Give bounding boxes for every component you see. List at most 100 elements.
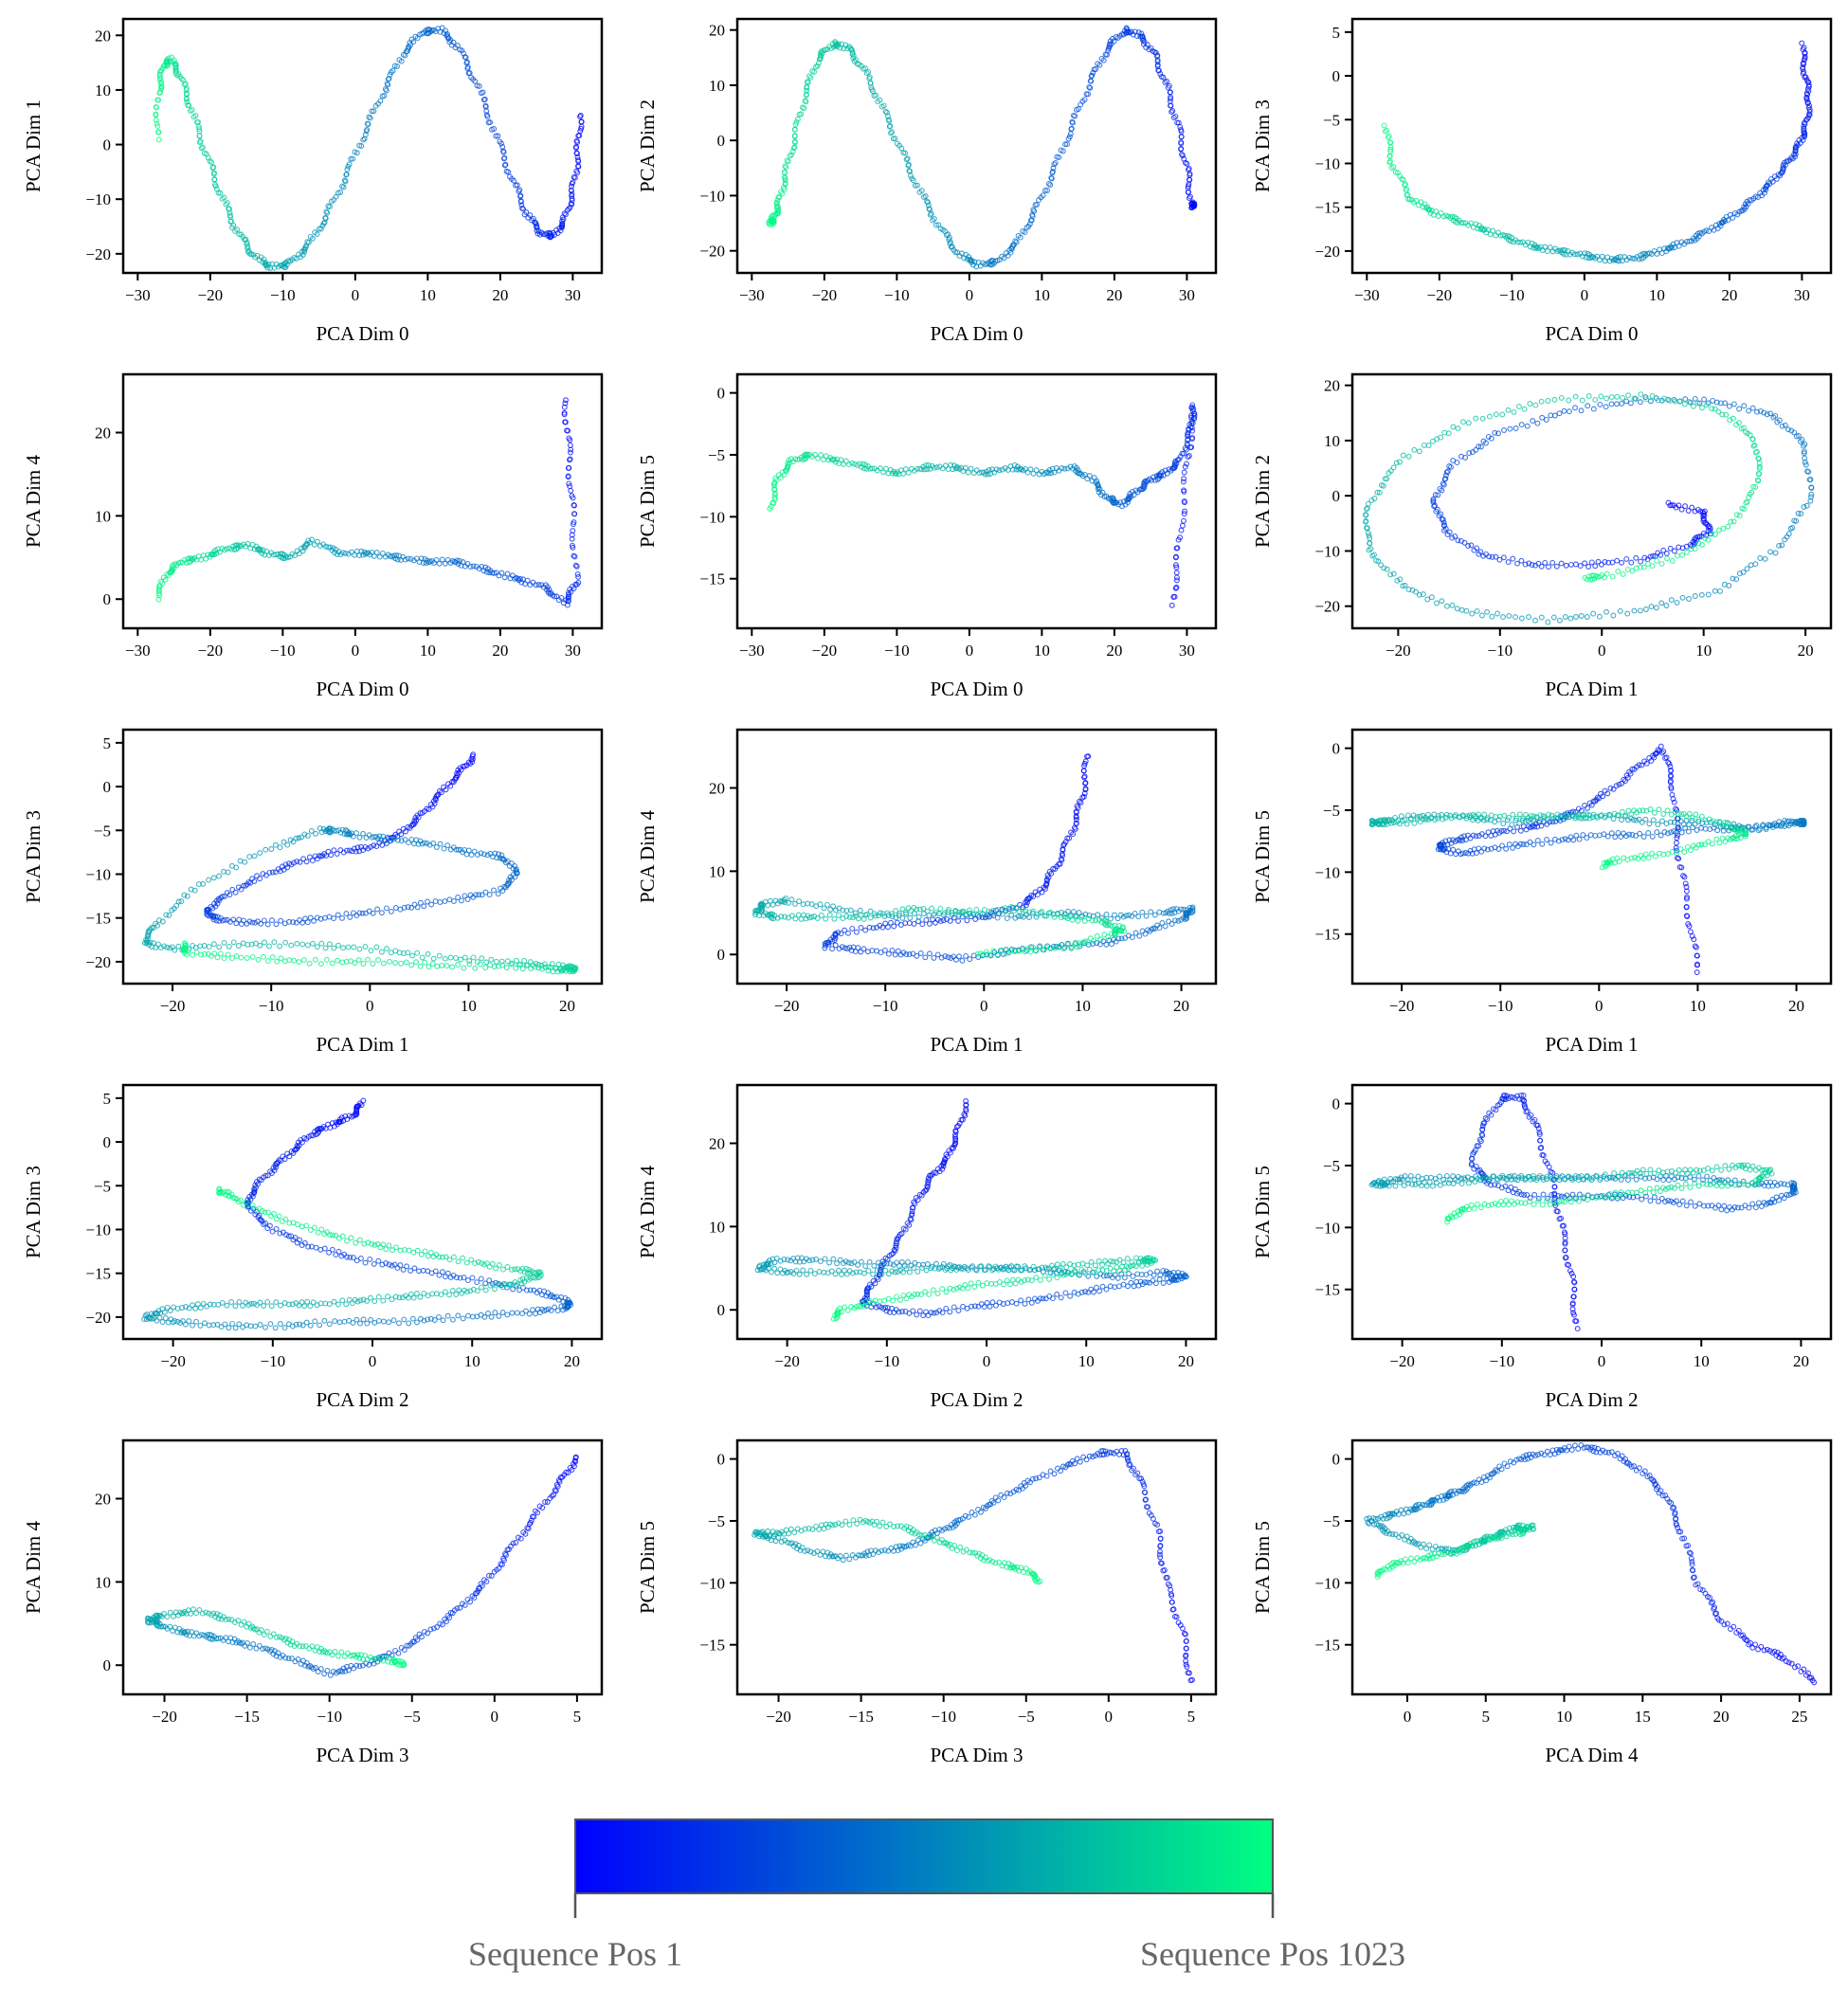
y-tick-label: −10 (85, 190, 111, 208)
data-point (257, 942, 263, 949)
data-point (504, 570, 511, 577)
data-point (1139, 909, 1146, 915)
data-point (390, 1317, 397, 1324)
data-point (252, 1323, 259, 1330)
data-point (296, 251, 301, 258)
x-tick-label: 0 (366, 997, 374, 1015)
data-point (1692, 593, 1698, 599)
data-point (321, 1317, 328, 1324)
data-point (1772, 550, 1779, 556)
data-point (560, 600, 567, 606)
data-point (417, 963, 424, 969)
data-point (916, 189, 923, 195)
data-point (885, 113, 891, 119)
data-point (153, 117, 159, 123)
data-point (573, 144, 579, 150)
data-point (474, 82, 480, 89)
data-point (1699, 405, 1705, 411)
data-point (1646, 821, 1653, 827)
data-point (527, 582, 534, 588)
data-point (1484, 608, 1491, 615)
data-point (578, 125, 585, 132)
data-point (1584, 614, 1590, 620)
data-point (888, 919, 894, 926)
data-point (468, 852, 475, 859)
data-point (379, 550, 386, 556)
data-point (1624, 610, 1631, 617)
data-point (319, 223, 326, 229)
data-point (370, 910, 376, 916)
x-tick-label: 10 (1695, 642, 1712, 660)
data-point (1642, 851, 1649, 858)
data-point (501, 162, 508, 169)
data-point (936, 463, 943, 470)
y-tick-label: 0 (103, 136, 112, 154)
data-point (497, 138, 503, 145)
data-point (1602, 258, 1608, 264)
data-point (185, 102, 191, 108)
data-point (304, 919, 311, 926)
data-point (1608, 830, 1615, 837)
data-point (1443, 603, 1450, 609)
data-point (507, 173, 513, 180)
data-point (267, 1321, 274, 1328)
data-point (1047, 182, 1054, 189)
data-point (345, 163, 352, 170)
data-point (1024, 225, 1030, 230)
data-point (288, 942, 295, 949)
data-point (360, 136, 367, 143)
data-point (1440, 481, 1447, 488)
data-point (299, 1223, 305, 1230)
data-point (1728, 518, 1734, 525)
data-point (1801, 68, 1807, 75)
data-point (216, 944, 223, 950)
data-point (485, 119, 492, 126)
data-point (571, 502, 577, 509)
data-point (254, 547, 261, 552)
data-point (263, 846, 269, 853)
data-point (368, 948, 374, 954)
data-point (1513, 425, 1519, 431)
data-point (1590, 610, 1597, 617)
data-point (370, 961, 376, 967)
data-point (418, 1251, 425, 1257)
data-point (567, 586, 573, 592)
data-point (1381, 122, 1387, 129)
data-point (1686, 238, 1693, 244)
data-point (401, 1316, 408, 1323)
data-point (190, 114, 197, 120)
data-point (365, 956, 371, 963)
y-tick-label: −10 (1314, 154, 1340, 172)
data-point (1721, 581, 1728, 588)
data-point (1619, 817, 1625, 823)
data-point (483, 112, 490, 118)
data-point (1556, 617, 1563, 624)
data-point (247, 545, 254, 552)
data-point (331, 1298, 337, 1305)
x-tick-label: −10 (270, 286, 296, 304)
x-tick-label: 20 (1798, 642, 1814, 660)
data-point (281, 839, 287, 845)
data-point (1469, 610, 1476, 617)
data-point (956, 953, 962, 960)
data-point (1517, 827, 1524, 834)
data-point (852, 461, 858, 467)
data-point (577, 112, 584, 118)
data-point (1455, 425, 1461, 432)
data-point (1470, 832, 1477, 839)
data-point (1004, 915, 1010, 922)
data-point (375, 1257, 382, 1264)
data-point (291, 957, 298, 964)
data-point (771, 495, 778, 501)
data-point (1667, 545, 1674, 552)
data-point (1610, 786, 1617, 792)
data-point (1604, 254, 1611, 261)
data-point (1688, 929, 1694, 935)
data-point (1425, 443, 1432, 448)
data-point (890, 136, 897, 142)
data-point (1614, 393, 1621, 400)
data-point (425, 1253, 431, 1259)
data-point (300, 957, 307, 964)
data-point (468, 1257, 475, 1263)
data-point (813, 63, 819, 70)
